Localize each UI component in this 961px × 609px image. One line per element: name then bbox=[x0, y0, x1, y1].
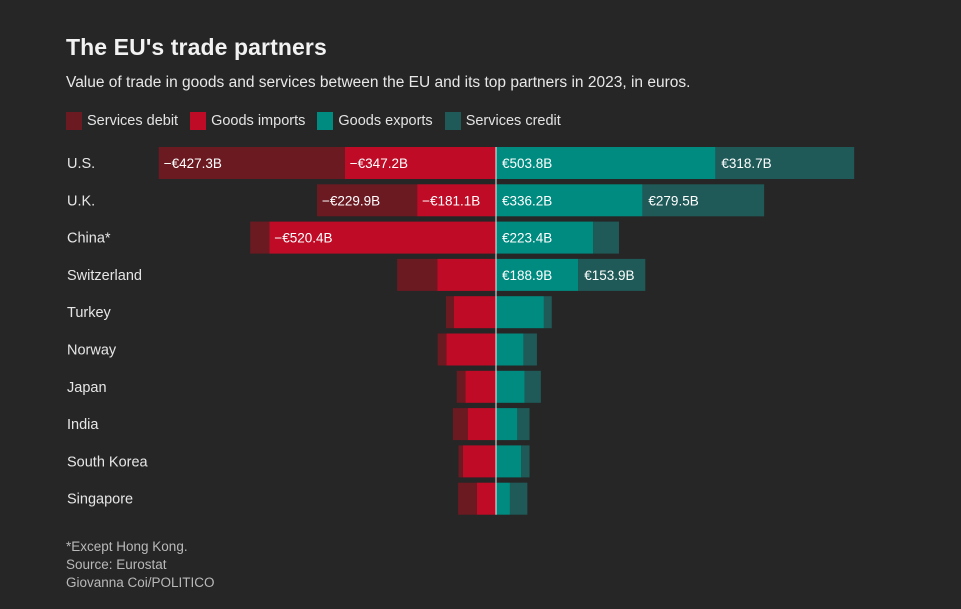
bar-services-debit-japan bbox=[456, 370, 466, 403]
bar-goods-exports-u-s bbox=[496, 147, 716, 179]
legend-swatch-services-credit bbox=[444, 112, 461, 130]
data-label-services-credit-switzerland: €153.9B bbox=[584, 268, 634, 283]
bar-services-credit-singapore bbox=[509, 482, 528, 515]
legend-swatch-goods-imports bbox=[190, 112, 207, 130]
chart-footer: *Except Hong Kong. Source: Eurostat Giov… bbox=[66, 538, 215, 592]
data-label-services-credit-u-s: €318.7B bbox=[721, 156, 771, 171]
bar-services-credit-india bbox=[517, 408, 530, 441]
bar-goods-imports-norway bbox=[446, 333, 496, 366]
bar-goods-imports-china bbox=[269, 221, 496, 254]
bar-services-debit-singapore bbox=[458, 482, 477, 515]
bar-services-credit-u-k bbox=[642, 184, 765, 217]
bar-goods-imports-singapore bbox=[476, 482, 496, 515]
footnote: *Except Hong Kong. bbox=[66, 539, 188, 554]
data-label-services-credit-u-k: €279.5B bbox=[648, 193, 698, 208]
bar-services-debit-u-s bbox=[158, 147, 345, 179]
category-label-india: India bbox=[67, 417, 99, 433]
bar-services-debit-turkey bbox=[445, 296, 454, 329]
legend-label-goods-imports: Goods imports bbox=[211, 113, 306, 129]
legend-item-services-debit: Services debit bbox=[66, 112, 178, 130]
bar-services-credit-norway bbox=[523, 333, 537, 366]
data-label-goods-imports-u-s: −€347.2B bbox=[350, 156, 408, 171]
bar-goods-exports-china bbox=[496, 221, 594, 254]
bar-goods-imports-japan bbox=[465, 370, 496, 403]
bar-services-credit-japan bbox=[524, 370, 541, 403]
data-label-goods-exports-u-s: €503.8B bbox=[502, 156, 552, 171]
bar-services-debit-u-k bbox=[317, 184, 418, 217]
bar-goods-imports-u-k bbox=[417, 184, 496, 217]
data-label-goods-exports-u-k: €336.2B bbox=[502, 193, 552, 208]
data-label-goods-exports-china: €223.4B bbox=[502, 231, 552, 246]
category-label-south-korea: South Korea bbox=[67, 454, 149, 470]
data-label-services-debit-u-s: −€427.3B bbox=[164, 156, 222, 171]
chart-legend: Services debit Goods imports Goods expor… bbox=[66, 112, 573, 130]
category-label-japan: Japan bbox=[67, 380, 107, 396]
data-label-goods-imports-china: −€520.4B bbox=[274, 231, 332, 246]
bar-goods-exports-turkey bbox=[496, 296, 544, 329]
legend-label-goods-exports: Goods exports bbox=[338, 113, 433, 129]
chart-subtitle: Value of trade in goods and services bet… bbox=[66, 74, 691, 91]
legend-item-goods-exports: Goods exports bbox=[317, 112, 433, 130]
legend-swatch-goods-exports bbox=[317, 112, 334, 130]
legend-label-services-credit: Services credit bbox=[465, 113, 561, 129]
bar-services-debit-south-korea bbox=[458, 445, 463, 478]
chart-title: The EU's trade partners bbox=[66, 34, 327, 60]
legend-item-goods-imports: Goods imports bbox=[190, 112, 305, 130]
bar-goods-exports-norway bbox=[496, 333, 524, 366]
legend-label-services-debit: Services debit bbox=[87, 113, 179, 129]
data-label-services-debit-u-k: −€229.9B bbox=[322, 193, 380, 208]
bar-goods-exports-singapore bbox=[496, 482, 510, 515]
bar-services-credit-south-korea bbox=[521, 445, 530, 478]
data-label-goods-exports-switzerland: €188.9B bbox=[502, 268, 552, 283]
source-note: Source: Eurostat bbox=[66, 557, 167, 572]
bar-goods-exports-switzerland bbox=[496, 258, 579, 291]
category-label-norway: Norway bbox=[67, 343, 117, 359]
bar-services-debit-india bbox=[452, 408, 468, 441]
bar-services-credit-u-s bbox=[715, 147, 855, 179]
category-label-china: China* bbox=[67, 231, 111, 247]
bar-goods-exports-south-korea bbox=[496, 445, 522, 478]
bar-goods-imports-u-s bbox=[344, 147, 496, 179]
bar-services-credit-turkey bbox=[543, 296, 552, 329]
bar-goods-imports-india bbox=[467, 408, 496, 441]
bar-goods-imports-turkey bbox=[453, 296, 496, 329]
category-label-singapore: Singapore bbox=[67, 492, 133, 508]
bar-goods-imports-switzerland bbox=[437, 258, 496, 291]
category-label-turkey: Turkey bbox=[67, 305, 112, 321]
category-label-u-k: U.K. bbox=[67, 193, 95, 209]
bar-services-credit-switzerland bbox=[578, 258, 646, 291]
legend-item-services-credit: Services credit bbox=[444, 112, 561, 130]
bar-goods-exports-japan bbox=[496, 370, 525, 403]
bar-goods-imports-south-korea bbox=[462, 445, 496, 478]
bar-services-debit-china bbox=[250, 221, 270, 254]
bar-services-credit-china bbox=[593, 221, 619, 254]
bar-goods-exports-india bbox=[496, 408, 518, 441]
category-label-u-s: U.S. bbox=[67, 156, 95, 172]
bar-services-debit-switzerland bbox=[397, 258, 438, 291]
legend-swatch-services-debit bbox=[66, 112, 82, 130]
data-label-goods-imports-u-k: −€181.1B bbox=[422, 193, 480, 208]
credit-note: Giovanna Coi/POLITICO bbox=[66, 575, 215, 590]
bar-goods-exports-u-k bbox=[496, 184, 643, 217]
category-label-switzerland: Switzerland bbox=[67, 268, 142, 284]
bar-services-debit-norway bbox=[437, 333, 447, 366]
